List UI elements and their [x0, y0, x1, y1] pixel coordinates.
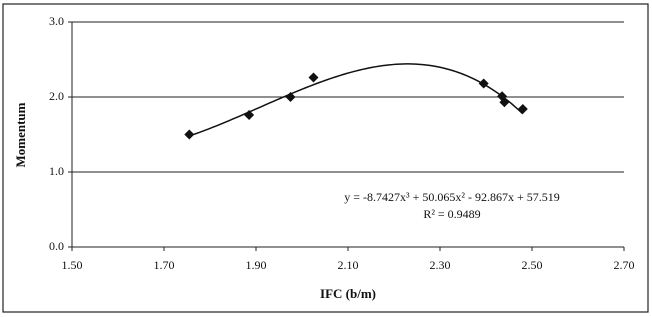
trendline	[189, 63, 524, 137]
data-point	[517, 104, 528, 114]
x-tick-label: 1.70	[154, 258, 175, 272]
data-point	[308, 72, 319, 83]
data-point	[184, 129, 195, 140]
trendline-equation: y = -8.7427x³ + 50.065x² - 92.867x + 57.…	[344, 190, 560, 204]
x-tick-label: 2.10	[338, 258, 359, 272]
data-point	[285, 92, 296, 102]
y-tick-label: 2.0	[49, 89, 64, 103]
y-axis-title: Momentum	[13, 102, 28, 167]
data-point	[478, 78, 489, 89]
x-tick-label: 2.70	[614, 258, 635, 272]
x-tick-label: 2.30	[430, 258, 451, 272]
x-tick-label: 2.50	[522, 258, 543, 272]
y-tick-label: 1.0	[49, 164, 64, 178]
trendline-r-squared: R² = 0.9489	[423, 207, 480, 221]
chart-border	[2, 3, 649, 313]
x-tick-label: 1.50	[62, 258, 83, 272]
x-axis-title: IFC (b/m)	[320, 286, 376, 301]
data-point	[244, 110, 255, 120]
x-tick-label: 1.90	[246, 258, 267, 272]
y-tick-label: 3.0	[49, 14, 64, 28]
data-point	[499, 97, 510, 108]
y-tick-label: 0.0	[49, 239, 64, 253]
